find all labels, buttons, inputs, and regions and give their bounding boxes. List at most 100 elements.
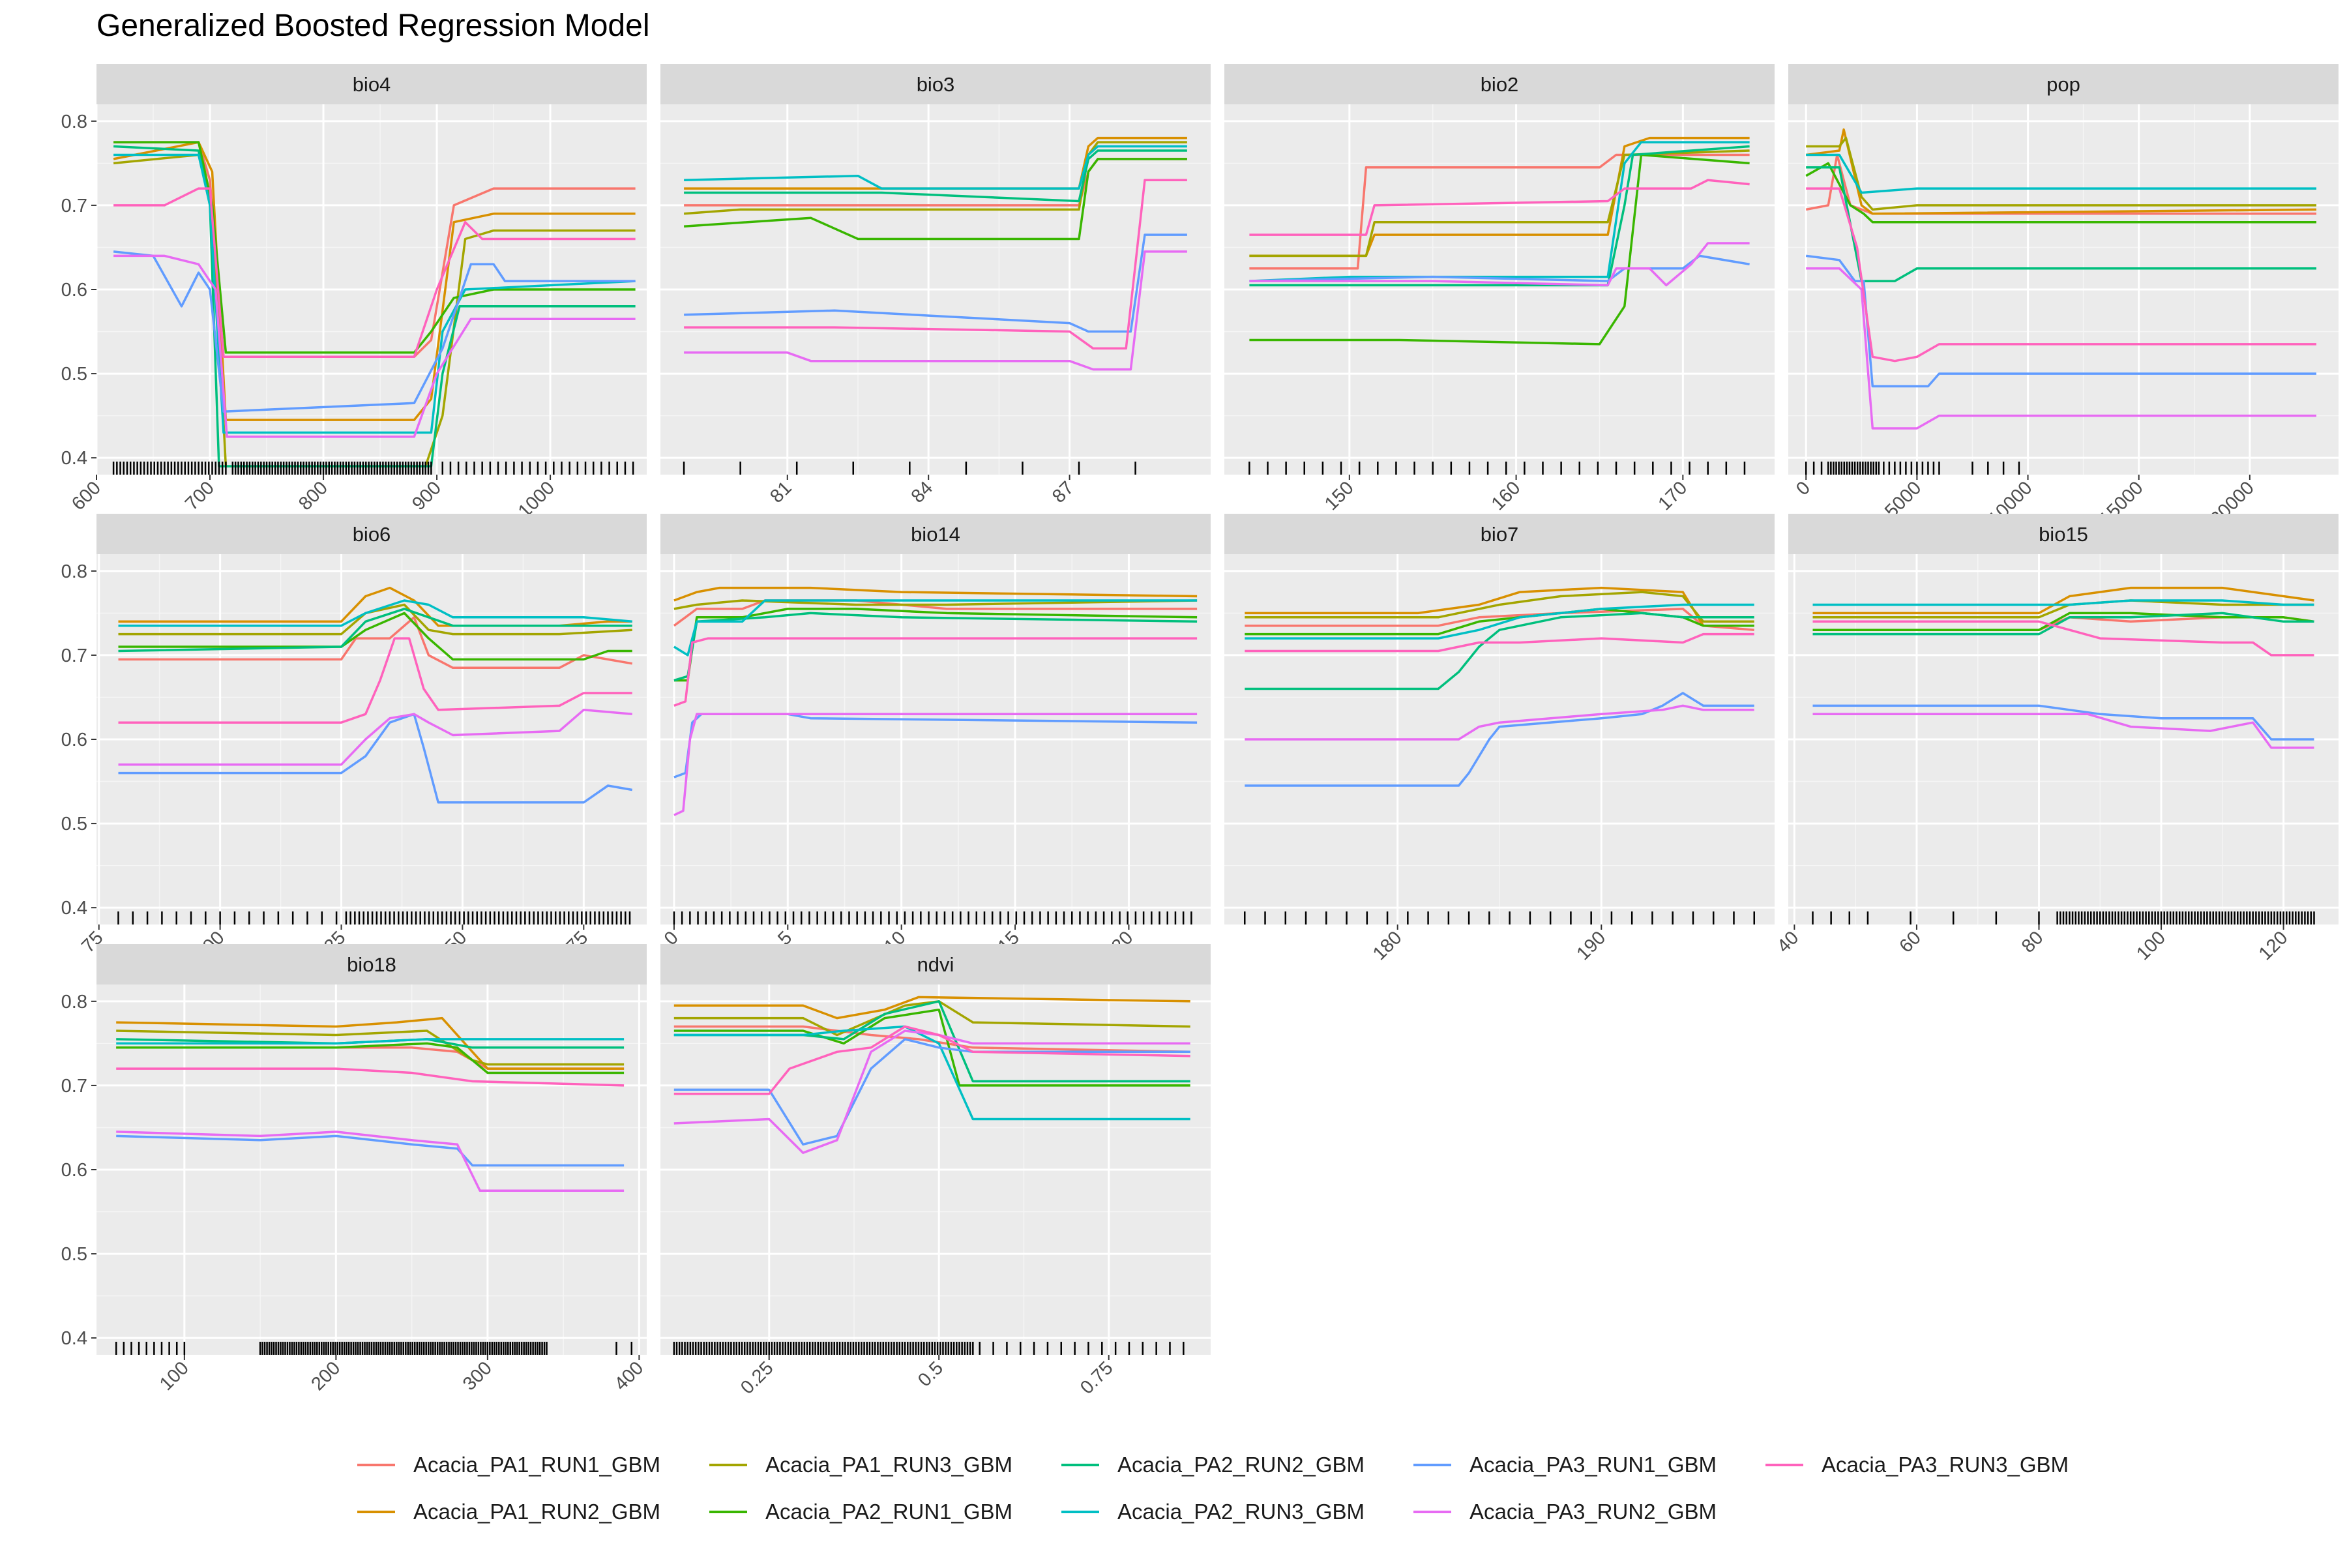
- series-line-3: [118, 603, 632, 636]
- x-tick-label: 100: [2133, 927, 2170, 964]
- series-line-4: [116, 1042, 625, 1074]
- strip-label: bio7: [1481, 523, 1519, 546]
- series-line-7: [673, 1038, 1190, 1146]
- series-line-2: [113, 141, 636, 421]
- series-line-3: [673, 1000, 1190, 1037]
- x-tick-label: 180: [1369, 927, 1406, 964]
- x-tick-label: 300: [459, 1357, 496, 1395]
- y-tick-label: 0.7: [61, 1076, 87, 1097]
- series-line-2: [116, 1016, 625, 1070]
- x-tick-label: 0.75: [1076, 1357, 1117, 1398]
- strip-label: bio14: [911, 523, 960, 546]
- strip-background: [96, 944, 647, 984]
- legend-label: Acacia_PA3_RUN2_GBM: [1469, 1500, 1717, 1524]
- series-line-8: [1249, 242, 1750, 287]
- series-line-8: [118, 709, 632, 766]
- strip-background: [1788, 514, 2339, 554]
- series-line-8: [1812, 713, 2314, 749]
- legend-label: Acacia_PA2_RUN2_GBM: [1117, 1453, 1365, 1477]
- chart-title: Generalized Boosted Regression Model: [96, 8, 650, 43]
- series-line-5: [118, 608, 632, 653]
- series-line-4: [113, 141, 636, 354]
- legend-label: Acacia_PA1_RUN3_GBM: [765, 1453, 1012, 1477]
- x-tick-label: 800: [295, 477, 332, 514]
- y-tick-label: 0.4: [61, 448, 87, 469]
- series-line-5: [684, 149, 1187, 203]
- y-tick-label: 0.6: [61, 730, 87, 750]
- legend-item: Acacia_PA1_RUN2_GBM: [357, 1500, 660, 1524]
- x-tick-label: 120: [2255, 927, 2292, 964]
- series-line-8: [673, 713, 1198, 816]
- series-line-3: [673, 599, 1198, 610]
- facet-panel-bio15: bio15 40 60 80 100 120: [1773, 514, 2339, 964]
- series-line-7: [1812, 704, 2314, 741]
- x-tick-label: 170: [1654, 477, 1691, 514]
- series-line-5: [1249, 145, 1750, 287]
- legend: Acacia_PA1_RUN1_GBM Acacia_PA1_RUN2_GBM Ac…: [357, 1453, 2069, 1524]
- series-line-8: [1806, 267, 2316, 430]
- x-tick-label: 40: [1773, 927, 1803, 956]
- strip-label: bio18: [347, 953, 396, 976]
- series-line-4: [1805, 162, 2316, 224]
- series-line-2: [118, 586, 632, 627]
- series-line-9: [116, 1067, 625, 1087]
- strip-background: [660, 514, 1211, 554]
- y-tick-label: 0.8: [61, 992, 87, 1013]
- legend-label: Acacia_PA2_RUN1_GBM: [765, 1500, 1012, 1524]
- legend-item: Acacia_PA3_RUN2_GBM: [1413, 1500, 1717, 1524]
- legend-item: Acacia_PA1_RUN1_GBM: [357, 1453, 660, 1477]
- strip-label: bio6: [353, 523, 391, 546]
- series-line-6: [684, 145, 1187, 190]
- series-line-9: [1806, 187, 2316, 362]
- series-line-6: [118, 599, 632, 627]
- series-line-9: [1245, 632, 1754, 653]
- y-tick-label: 0.5: [61, 814, 87, 835]
- y-tick-label: 0.8: [61, 111, 87, 132]
- strip-background: [1788, 64, 2339, 104]
- strip-label: bio15: [2039, 523, 2088, 546]
- facet-panel-bio7: bio7 180 190: [1224, 514, 1775, 964]
- series-line-6: [1812, 599, 2314, 606]
- series-line-8: [113, 254, 636, 438]
- strip-background: [1224, 514, 1775, 554]
- strip-label: bio3: [917, 73, 955, 96]
- series-line-7: [118, 713, 633, 804]
- y-tick-label: 0.6: [61, 280, 87, 301]
- x-tick-label: 60: [1895, 927, 1925, 956]
- series-line-1: [673, 599, 1198, 627]
- facet-panel-bio18: bio18 0.4 0.5 0.6 0.7 0.8 100 200 300 400: [61, 944, 647, 1395]
- series-line-6: [116, 1038, 625, 1045]
- series-line-5: [1245, 612, 1754, 690]
- series-line-8: [116, 1131, 625, 1192]
- legend-item: Acacia_PA2_RUN1_GBM: [709, 1500, 1012, 1524]
- x-tick-label: 190: [1572, 927, 1610, 964]
- x-tick-label: 84: [908, 477, 937, 507]
- series-line-9: [113, 187, 636, 359]
- y-tick-label: 0.4: [61, 898, 87, 919]
- series-line-2: [673, 586, 1198, 602]
- x-tick-label: 0.5: [914, 1357, 947, 1391]
- series-line-6: [673, 599, 1198, 657]
- series-line-5: [1812, 612, 2314, 636]
- series-line-2: [673, 996, 1190, 1020]
- series-line-7: [1245, 692, 1754, 787]
- y-tick-label: 0.4: [61, 1328, 87, 1349]
- facet-panel-bio2: bio2 150 160 170: [1224, 64, 1775, 514]
- series-line-8: [673, 1029, 1190, 1154]
- y-tick-label: 0.6: [61, 1160, 87, 1181]
- y-tick-label: 0.7: [61, 645, 87, 666]
- strip-label: ndvi: [917, 953, 954, 976]
- legend-label: Acacia_PA3_RUN3_GBM: [1822, 1453, 2069, 1477]
- series-line-5: [1806, 166, 2316, 282]
- series-line-2: [1812, 586, 2314, 615]
- legend-label: Acacia_PA2_RUN3_GBM: [1117, 1500, 1365, 1524]
- x-tick-label: 81: [766, 477, 795, 507]
- series-line-4: [1249, 153, 1750, 346]
- y-tick-label: 0.5: [61, 364, 87, 385]
- strip-background: [660, 944, 1211, 984]
- legend-item: Acacia_PA3_RUN1_GBM: [1413, 1453, 1717, 1477]
- series-line-2: [1245, 586, 1754, 627]
